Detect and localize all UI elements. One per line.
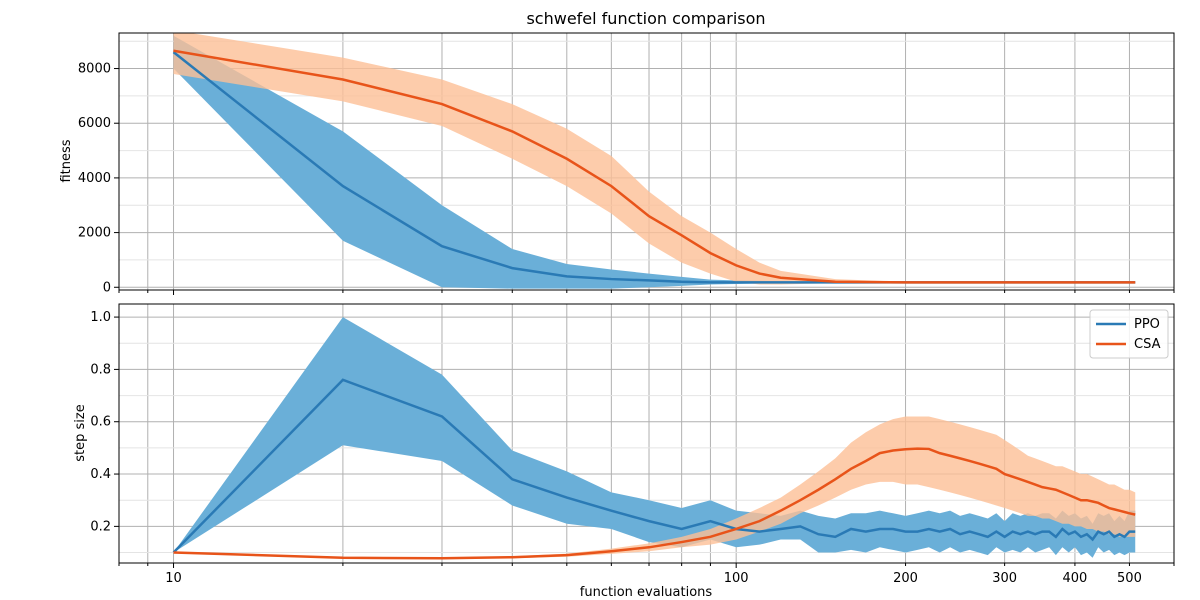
band-ppo [173,35,1136,289]
step-size-bands [173,317,1136,559]
y-tick-label: 8000 [78,62,111,77]
x-tick-label: 100 [724,571,749,586]
line-ppo [172,378,1136,554]
step-size-ylabel: step size [73,404,88,461]
fitness-lines [172,49,1136,284]
line-csa [173,49,1136,284]
axes-frame [118,32,1175,291]
y-tick-label: 0.6 [90,415,111,430]
y-tick-label: 0.2 [90,519,111,534]
y-tick-label: 6000 [78,116,111,131]
y-tick-label: 4000 [78,171,111,186]
legend-label-csa: CSA [1134,337,1161,352]
fitness-axes: 0 2000 4000 6000 8000 [78,32,1175,295]
y-tick-label: 0 [103,280,111,295]
band-csa [173,416,1136,559]
legend-label-ppo: PPO [1134,317,1160,332]
x-tick-label: 200 [893,571,918,586]
line-csa [173,447,1136,560]
step-size-lines [172,378,1136,560]
y-tick-label: 2000 [78,226,111,241]
y-tick-label: 0.8 [90,362,111,377]
axes-frame [118,303,1175,564]
x-tick-label: 300 [992,571,1017,586]
chart-title: schwefel function comparison [526,9,765,28]
legend-box [1089,309,1169,359]
step-size-panel: 0.2 0.4 0.6 0.8 1.0 10 100 200 300 400 500 step si… [73,303,1175,586]
fitness-panel: 0 2000 4000 6000 8000 fitness [59,32,1175,295]
x-tick-label: 10 [165,571,182,586]
fitness-ylabel: fitness [59,139,74,182]
step-size-axes: 0.2 0.4 0.6 0.8 1.0 10 100 200 300 400 500 [90,303,1175,586]
y-tick-label: 0.4 [90,467,111,482]
y-tick-label: 1.0 [90,310,111,325]
x-tick-label: 500 [1117,571,1142,586]
x-tick-label: 400 [1063,571,1088,586]
band-ppo [173,317,1136,558]
x-axis-label: function evaluations [580,585,713,600]
legend: PPO CSA [1089,309,1169,359]
